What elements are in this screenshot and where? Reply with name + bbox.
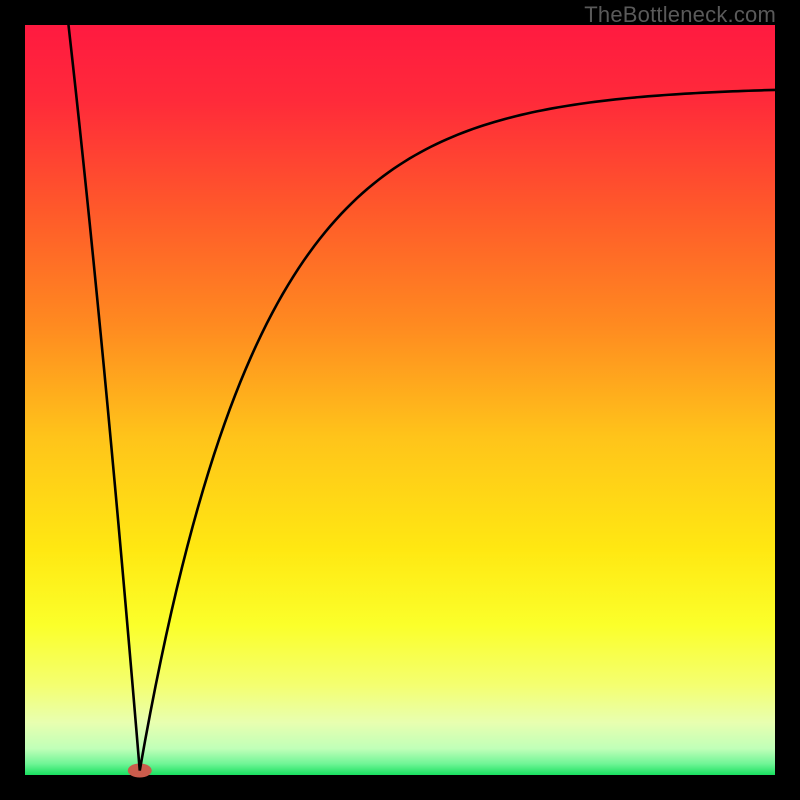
figure-root: TheBottleneck.com [0,0,800,800]
plot-svg [0,0,800,800]
watermark-text: TheBottleneck.com [584,2,776,28]
plot-gradient-bg [25,25,775,775]
